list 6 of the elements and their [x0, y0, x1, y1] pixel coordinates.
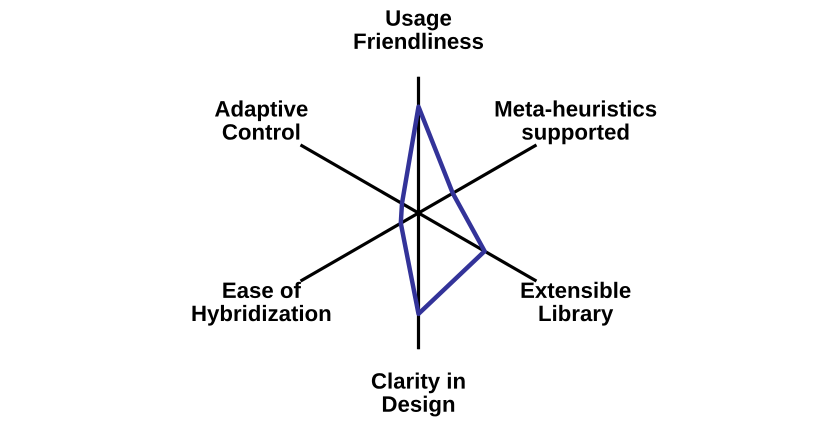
spoke-label: Meta-heuristics supported	[496, 100, 656, 144]
spoke-label: Adaptive Control	[214, 100, 308, 140]
spoke-label: Extensible Library	[522, 282, 630, 326]
spoke-label: Usage Friendliness	[354, 10, 484, 50]
spoke-label: Clarity in Design	[372, 372, 465, 416]
spoke-label: Ease of Hybridization	[192, 282, 330, 326]
